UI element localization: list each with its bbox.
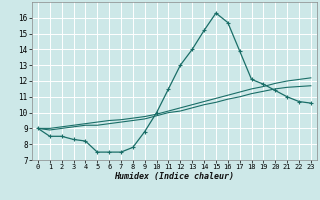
X-axis label: Humidex (Indice chaleur): Humidex (Indice chaleur) — [115, 172, 234, 181]
